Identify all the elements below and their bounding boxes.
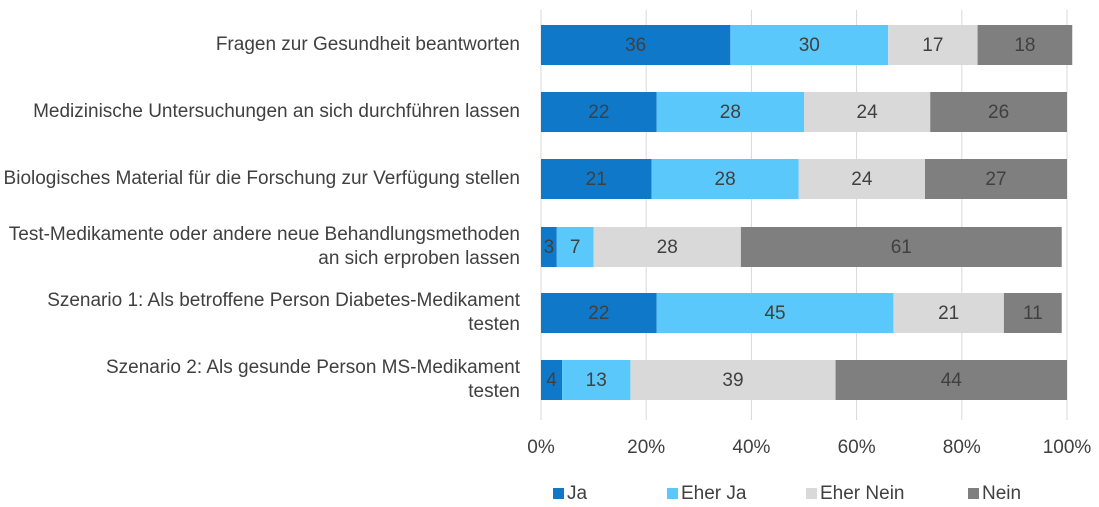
legend-swatch	[667, 488, 678, 499]
data-label: 24	[851, 169, 873, 190]
data-label: 27	[985, 169, 1006, 190]
bar-segment	[1003, 293, 1062, 333]
bar-segment	[740, 227, 1062, 267]
y-tick-label: Szenario 1: Als betroffene Person Diabet…	[47, 290, 520, 335]
y-tick-label: Szenario 2: Als gesunde Person MS-Medika…	[106, 357, 520, 402]
legend-swatch	[553, 488, 564, 499]
x-tick-label: 80%	[943, 437, 981, 458]
data-label: 21	[938, 303, 959, 324]
data-label: 4	[546, 370, 557, 391]
bar-segment	[541, 159, 652, 199]
data-label: 26	[988, 102, 1009, 123]
data-label: 11	[1023, 303, 1043, 324]
data-label: 30	[799, 35, 820, 56]
y-tick-label: Biologisches Material für die Forschung …	[3, 168, 520, 189]
y-tick-label: Test-Medikamente oder andere neue Behand…	[8, 224, 520, 269]
bar-segment	[656, 92, 804, 132]
data-label: 61	[891, 237, 912, 258]
x-tick-label: 40%	[732, 437, 770, 458]
bar-segment	[804, 92, 931, 132]
bar-segment	[556, 227, 594, 267]
bar-segment	[541, 360, 563, 400]
bar-segment	[893, 293, 1004, 333]
legend-swatch	[968, 488, 979, 499]
legend-label: Nein	[982, 483, 1021, 504]
legend-label: Eher Nein	[820, 483, 905, 504]
data-label: 28	[720, 102, 741, 123]
data-label: 7	[570, 237, 581, 258]
bar-segment	[924, 159, 1067, 199]
data-label: 36	[625, 35, 646, 56]
data-label: 22	[588, 303, 609, 324]
data-label: 39	[722, 370, 743, 391]
bar-segment	[930, 92, 1067, 132]
data-label: 18	[1014, 35, 1035, 56]
legend-label: Ja	[567, 483, 588, 504]
bar-segment	[541, 25, 731, 65]
bar-segment	[835, 360, 1067, 400]
x-tick-label: 0%	[527, 437, 555, 458]
data-label: 28	[715, 169, 736, 190]
data-label: 45	[764, 303, 785, 324]
data-label: 22	[588, 102, 609, 123]
bar-segment	[541, 92, 657, 132]
x-tick-label: 60%	[838, 437, 876, 458]
bar-segment	[977, 25, 1073, 65]
data-label: 17	[922, 35, 943, 56]
legend-swatch	[806, 488, 817, 499]
data-label: 3	[544, 237, 555, 258]
bar-segment	[541, 227, 557, 267]
bar-segment	[730, 25, 889, 65]
bar-segment	[541, 293, 657, 333]
bar-segment	[630, 360, 836, 400]
data-label: 44	[941, 370, 963, 391]
x-tick-label: 100%	[1043, 437, 1092, 458]
legend-label: Eher Ja	[681, 483, 747, 504]
data-label: 21	[586, 169, 607, 190]
bar-segment	[562, 360, 631, 400]
data-label: 24	[857, 102, 879, 123]
x-tick-label: 20%	[627, 437, 665, 458]
bar-segment	[651, 159, 799, 199]
data-label: 28	[657, 237, 678, 258]
y-tick-label: Medizinische Untersuchungen an sich durc…	[33, 101, 520, 122]
y-tick-label: Fragen zur Gesundheit beantworten	[215, 34, 520, 55]
bar-segment	[656, 293, 894, 333]
bar-segment	[798, 159, 925, 199]
bar-segment	[593, 227, 741, 267]
bar-segment	[888, 25, 978, 65]
data-label: 13	[586, 370, 607, 391]
